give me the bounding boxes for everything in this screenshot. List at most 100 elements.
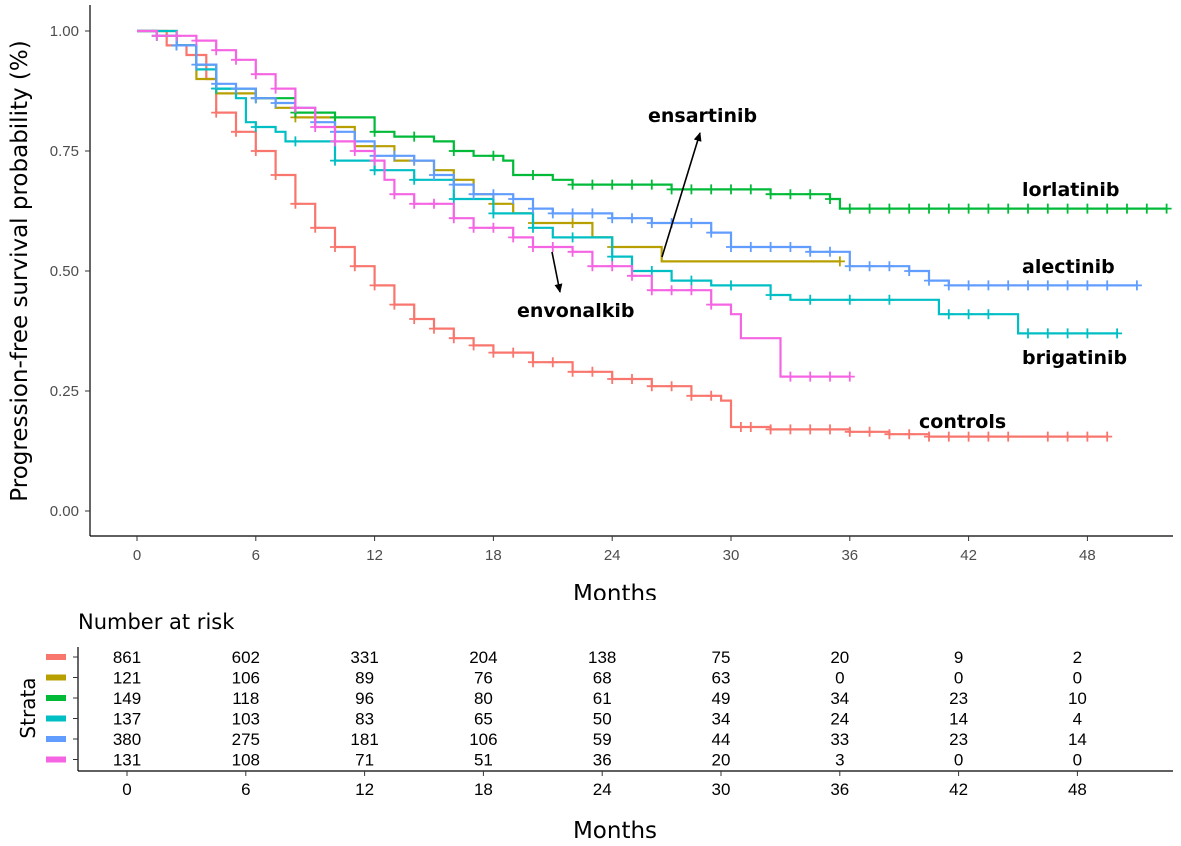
risk-x-tick-label: 18 (474, 780, 493, 799)
censor-mark-lorlatinib (844, 203, 855, 214)
censor-mark-controls (468, 340, 479, 351)
censor-mark-controls (943, 431, 954, 442)
risk-x-tick-label: 48 (1068, 780, 1087, 799)
x-tick-label: 6 (252, 547, 260, 564)
censor-mark-alectinib (706, 227, 717, 238)
risk-x-tick-label: 6 (241, 780, 250, 799)
censor-mark-envonalkib (429, 198, 439, 209)
x-tick-label: 42 (960, 547, 977, 564)
risk-cell: 20 (712, 751, 731, 770)
risk-cell: 0 (954, 751, 963, 770)
censor-mark-controls (963, 431, 974, 442)
risk-cell: 34 (830, 689, 849, 708)
censor-mark-controls (864, 426, 875, 437)
censor-mark-controls (349, 261, 360, 272)
km-chart: 0 6 12 18 24 30 36 42 48 0.00 0.25 0.50 0.75 1.00 ens… (7, 5, 1173, 600)
censor-mark-lorlatinib (607, 179, 618, 190)
arrow-ensartinib (661, 132, 702, 258)
censor-mark-envonalkib (468, 222, 479, 233)
censor-mark-envonalkib (349, 146, 360, 156)
censor-mark-lorlatinib (686, 184, 697, 195)
y-tick-label: 0.50 (50, 263, 79, 280)
censor-mark-envonalkib (508, 232, 519, 243)
censor-mark-lorlatinib (924, 203, 934, 214)
censor-mark-controls (686, 390, 697, 401)
censor-mark-alectinib (429, 170, 439, 180)
censor-mark-controls (270, 170, 281, 180)
censor-mark-controls (1082, 431, 1093, 442)
censor-mark-alectinib (231, 83, 241, 94)
censor-mark-controls (1062, 431, 1073, 442)
label-controls: controls (919, 411, 1006, 433)
censor-mark-brigatinib (488, 208, 499, 219)
censor-mark-controls (429, 323, 439, 334)
risk-cell: 75 (712, 648, 731, 667)
censor-mark-alectinib (409, 155, 420, 166)
censor-mark-brigatinib (369, 165, 380, 176)
censor-mark-controls (330, 242, 340, 252)
censor-mark-ensartinib (834, 256, 845, 267)
censor-mark-alectinib (745, 242, 756, 252)
censor-mark-brigatinib (1112, 328, 1123, 339)
censor-mark-alectinib (528, 203, 538, 214)
risk-cell: 204 (469, 648, 497, 667)
censor-mark-alectinib (983, 280, 994, 291)
label-lorlatinib: lorlatinib (1022, 179, 1120, 201)
strata-legend-swatch (46, 695, 66, 701)
y-tick-label: 0.75 (50, 143, 79, 160)
censor-mark-controls (627, 374, 637, 384)
censor-mark-controls (805, 424, 816, 435)
risk-cell: 96 (355, 689, 374, 708)
censor-mark-alectinib (963, 280, 974, 291)
risk-cell: 63 (712, 669, 731, 688)
risk-cell: 103 (232, 710, 260, 729)
censor-mark-controls (409, 314, 420, 324)
censor-mark-lorlatinib (805, 189, 816, 200)
censor-mark-lorlatinib (627, 179, 637, 190)
risk-cell: 23 (949, 689, 968, 708)
censor-mark-controls (785, 424, 796, 435)
risk-cell: 0 (954, 669, 963, 688)
risk-cell: 80 (474, 689, 493, 708)
risk-cell: 2 (1073, 648, 1082, 667)
censor-mark-alectinib (844, 261, 855, 272)
risk-cell: 149 (113, 689, 141, 708)
risk-cell: 0 (1073, 751, 1082, 770)
censor-mark-controls (924, 431, 934, 442)
censor-mark-controls (983, 431, 994, 442)
risk-cell: 131 (113, 751, 141, 770)
censor-mark-brigatinib (330, 155, 340, 166)
censor-mark-envonalkib (488, 222, 499, 233)
censor-mark-brigatinib (250, 122, 261, 132)
risk-x-tick-label: 30 (712, 780, 731, 799)
censor-mark-controls (448, 333, 459, 344)
y-tick-label: 1.00 (50, 23, 79, 40)
censor-mark-alectinib (686, 218, 697, 228)
censor-mark-brigatinib (567, 232, 578, 243)
censor-mark-alectinib (904, 266, 915, 276)
censor-mark-envonalkib (785, 371, 796, 382)
censor-mark-controls (735, 422, 746, 432)
censor-mark-envonalkib (231, 54, 241, 65)
censor-mark-lorlatinib (1122, 203, 1132, 214)
strata-legend-swatch (46, 654, 66, 660)
censor-mark-envonalkib (607, 261, 618, 272)
censor-mark-lorlatinib (726, 184, 736, 195)
censor-mark-controls (231, 126, 241, 137)
censor-mark-alectinib (805, 246, 816, 257)
censor-mark-alectinib (924, 275, 934, 286)
censor-mark-envonalkib (290, 102, 301, 113)
risk-cell: 137 (113, 710, 141, 729)
censor-mark-alectinib (765, 242, 776, 252)
censor-mark-lorlatinib (528, 170, 538, 180)
censor-mark-brigatinib (409, 174, 420, 185)
censor-mark-envonalkib (547, 242, 558, 252)
risk-cell: 10 (1068, 689, 1087, 708)
censor-mark-brigatinib (726, 280, 736, 291)
risk-cell: 0 (1073, 669, 1082, 688)
censor-mark-controls (607, 374, 618, 384)
censor-mark-envonalkib (587, 261, 598, 272)
censor-mark-controls (1042, 431, 1053, 442)
censor-mark-envonalkib (191, 35, 202, 46)
censor-mark-lorlatinib (1042, 203, 1053, 214)
